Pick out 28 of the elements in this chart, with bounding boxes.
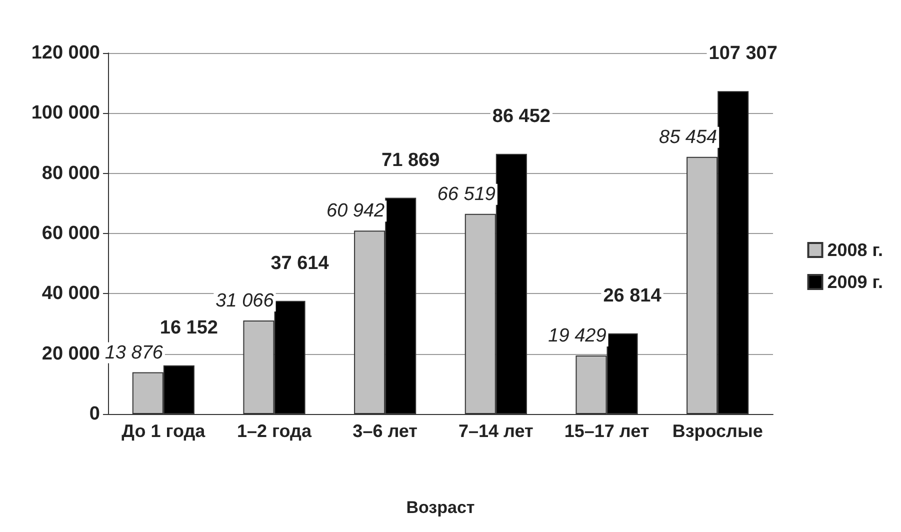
data-label: 37 614 bbox=[270, 252, 330, 274]
data-label: 107 307 bbox=[708, 43, 778, 64]
data-label: 16 152 bbox=[160, 317, 218, 338]
data-label: 13 876 bbox=[104, 342, 164, 364]
y-tick-label: 100 000 bbox=[31, 102, 100, 124]
data-label: 66 519 bbox=[437, 184, 496, 205]
x-tick-label: 15–17 лет bbox=[564, 421, 650, 441]
x-tick-label: 1–2 года bbox=[237, 421, 312, 441]
x-tick-label: До 1 года bbox=[122, 421, 206, 441]
legend-label: 2009 г. bbox=[827, 272, 884, 292]
x-axis-title: Возраст bbox=[406, 498, 475, 517]
data-label: 26 814 bbox=[603, 285, 662, 306]
y-tick-label: 60 000 bbox=[42, 223, 100, 244]
y-tick-label: 40 000 bbox=[42, 283, 100, 304]
data-label: 86 452 bbox=[492, 106, 550, 127]
data-label: 85 454 bbox=[659, 126, 718, 148]
x-tick-label: Взрослые bbox=[672, 421, 763, 441]
data-label: 60 942 bbox=[326, 200, 386, 222]
y-tick-label: 0 bbox=[89, 404, 100, 424]
x-tick-label: 3–6 лет bbox=[352, 421, 418, 441]
data-label: 71 869 bbox=[382, 150, 440, 171]
y-tick-label: 20 000 bbox=[42, 343, 100, 364]
legend-label: 2008 г. bbox=[827, 240, 884, 260]
y-tick-label: 80 000 bbox=[42, 162, 100, 184]
y-tick-label: 120 000 bbox=[31, 42, 100, 64]
x-tick-label: 7–14 лет bbox=[458, 421, 534, 441]
data-label: 19 429 bbox=[548, 326, 607, 347]
data-label: 31 066 bbox=[216, 290, 274, 312]
